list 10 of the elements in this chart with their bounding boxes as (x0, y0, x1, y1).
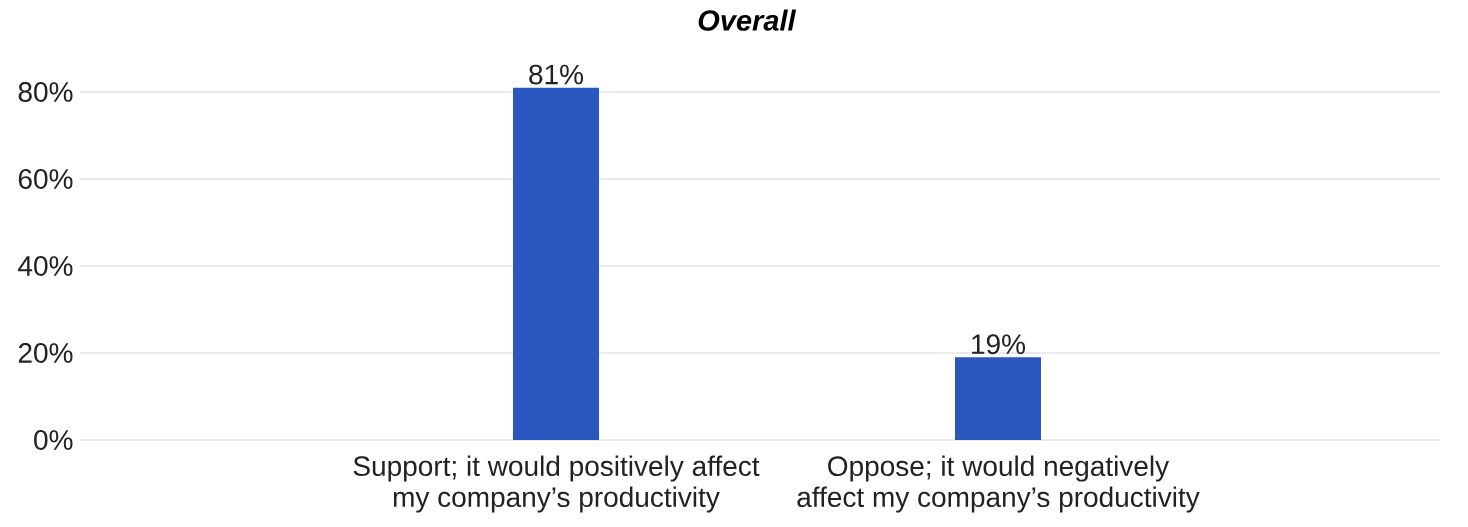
data-label: 19% (972, 334, 1026, 355)
y-tick-label: 0% (34, 430, 73, 450)
data-label: 81% (529, 64, 584, 85)
x-tick-label: Support; it would positively affect my company’s productivity (353, 455, 760, 513)
x-tick-label: Oppose; it would negatively affect my company’s productivity (797, 455, 1200, 513)
chart-title: Overall (698, 9, 797, 31)
y-tick-label: 40% (18, 256, 73, 276)
y-tick-label: 20% (18, 343, 73, 363)
y-tick-label: 80% (18, 82, 73, 102)
y-tick-label: 60% (18, 169, 73, 189)
